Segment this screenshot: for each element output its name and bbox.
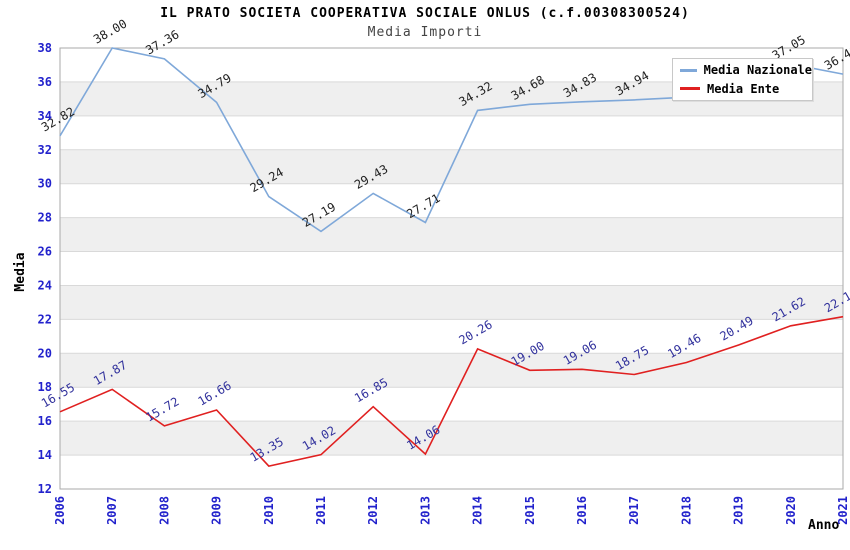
y-tick-label: 26 — [38, 245, 52, 259]
x-tick-label: 2019 — [732, 496, 746, 525]
x-tick-label: 2014 — [471, 496, 485, 525]
y-tick-label: 14 — [38, 448, 52, 462]
legend-item-media-ente: Media Ente — [673, 82, 812, 96]
y-tick-label: 38 — [38, 41, 52, 55]
y-tick-label: 36 — [38, 75, 52, 89]
grid-band — [60, 421, 843, 456]
red-line-swatch-icon — [680, 87, 700, 91]
series-line-media-ente — [59, 315, 844, 467]
x-tick-label: 2020 — [784, 496, 798, 525]
y-tick-label: 28 — [38, 211, 52, 225]
grid-band — [60, 217, 843, 252]
x-tick-label: 2006 — [53, 496, 67, 525]
point-label: 38.00 — [91, 16, 129, 46]
y-tick-label: 18 — [38, 380, 52, 394]
x-tick-label: 2017 — [627, 496, 641, 525]
y-tick-label: 12 — [38, 482, 52, 496]
y-tick-label: 30 — [38, 177, 52, 191]
point-label: 20.26 — [456, 317, 494, 347]
x-tick-label: 2021 — [836, 496, 850, 525]
legend-label-media-ente: Media Ente — [707, 81, 780, 96]
x-tick-label: 2013 — [418, 496, 432, 525]
x-tick-label: 2016 — [575, 496, 589, 525]
y-tick-label: 34 — [38, 109, 52, 123]
y-tick-label: 32 — [38, 143, 52, 157]
x-tick-label: 2018 — [679, 496, 693, 525]
chart-subtitle: Media Importi — [367, 25, 483, 40]
point-label: 15.72 — [143, 394, 181, 424]
y-axis-title: Media — [13, 252, 28, 291]
x-axis-title: Anno — [808, 518, 839, 533]
grid-band — [60, 285, 843, 320]
chart-title: IL PRATO SOCIETA COOPERATIVA SOCIALE ONL… — [160, 6, 690, 21]
point-label: 27.71 — [404, 191, 442, 221]
blue-line-swatch-icon — [680, 68, 697, 72]
x-tick-label: 2015 — [523, 496, 537, 525]
legend-label-media-nazionale: Media Nazionale — [703, 63, 812, 78]
x-tick-label: 2007 — [105, 496, 119, 525]
y-tick-label: 24 — [38, 278, 52, 292]
legend-box: Media Nazionale Media Ente — [672, 58, 813, 101]
y-tick-label: 16 — [38, 414, 52, 428]
x-tick-label: 2009 — [210, 496, 224, 525]
grid-band — [60, 353, 843, 388]
legend-item-media-nazionale: Media Nazionale — [673, 63, 812, 77]
y-tick-label: 22 — [38, 312, 52, 326]
x-tick-label: 2012 — [366, 496, 380, 525]
x-tick-label: 2011 — [314, 496, 328, 525]
plot-border — [59, 47, 844, 490]
point-label: 37.36 — [143, 27, 181, 57]
x-tick-label: 2008 — [157, 496, 171, 525]
x-tick-label: 2010 — [262, 496, 276, 525]
y-tick-label: 20 — [38, 346, 52, 360]
point-label: 36.46 — [822, 43, 850, 73]
